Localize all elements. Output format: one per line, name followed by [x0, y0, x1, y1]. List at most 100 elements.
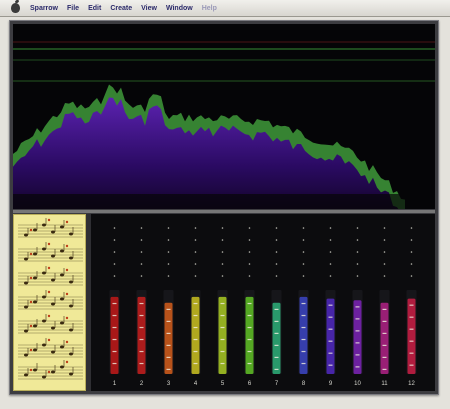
staff-line-group [18, 218, 83, 238]
scale-dot [221, 275, 224, 277]
scale-dot [356, 251, 359, 253]
scale-dot [383, 263, 386, 265]
menu-edit[interactable]: Edit [88, 4, 102, 12]
scale-dot [140, 239, 143, 241]
note-head [24, 305, 28, 309]
scale-dot [194, 239, 197, 241]
note-head [60, 321, 64, 325]
meter-tick [274, 332, 279, 334]
staff-line-group [18, 242, 83, 262]
meter-tick [139, 350, 144, 353]
meter-channel-11: 11 [379, 227, 390, 387]
meter-tick [247, 314, 252, 317]
staff-line-group [18, 266, 83, 286]
meter-tick [328, 364, 333, 366]
scale-dot [194, 263, 197, 265]
note-head [33, 324, 37, 328]
meter-tick [409, 352, 414, 354]
meter-tick [328, 340, 333, 342]
channel-number: 8 [302, 381, 306, 387]
meter-tick [409, 364, 414, 366]
scale-dot [410, 227, 413, 229]
meter-tick [112, 350, 117, 353]
scale-dot [410, 263, 413, 265]
scale-dot [275, 239, 278, 241]
channel-number: 11 [381, 381, 388, 387]
meter-tick [139, 326, 144, 329]
note-head [69, 352, 73, 356]
menu-create[interactable]: Create [110, 4, 133, 12]
meter-tick [328, 304, 333, 306]
accent-mark [65, 316, 69, 320]
meter-tick [355, 366, 360, 368]
menu-sparrow[interactable]: Sparrow [30, 4, 59, 12]
scale-dot [356, 239, 359, 241]
accent-mark [47, 338, 51, 342]
accent-mark [47, 242, 51, 246]
note-head [51, 370, 55, 374]
meter-tick [166, 368, 171, 370]
note-head [51, 326, 55, 330]
meter-tick [274, 344, 279, 346]
sparrow-window: 1 2 3 4 5 6 7 8 9 10 11 12 [9, 20, 439, 395]
channel-meters: 1 2 3 4 5 6 7 8 9 10 11 12 [91, 214, 435, 391]
scale-dot [248, 251, 251, 253]
menu-window[interactable]: Window [165, 4, 193, 12]
meter-tick [247, 302, 252, 305]
scale-dot [275, 275, 278, 277]
staff-notation [18, 218, 83, 380]
accent-mark [65, 292, 69, 296]
scale-dot [113, 251, 116, 253]
staff-line-group [18, 290, 83, 310]
staff-line-group [18, 360, 83, 380]
scale-dot [140, 275, 143, 277]
accent-mark [29, 300, 33, 304]
spectrum-body [13, 97, 405, 209]
meter-tick [301, 326, 306, 329]
note-head [69, 304, 73, 308]
note-head [60, 297, 64, 301]
scale-dot [275, 251, 278, 253]
meter-tick [220, 362, 225, 365]
note-head [51, 302, 55, 306]
channel-number: 12 [408, 381, 415, 387]
note-head [42, 375, 46, 379]
channel-number: 6 [248, 381, 252, 387]
meter-tick [193, 350, 198, 353]
menu-view[interactable]: View [141, 4, 157, 12]
note-head [69, 372, 73, 376]
note-head [69, 328, 73, 332]
meter-level-bar [353, 300, 362, 374]
meter-tick [166, 308, 171, 310]
meter-tick [409, 340, 414, 342]
note-head [51, 278, 55, 282]
accent-mark [47, 266, 51, 270]
note-head [24, 233, 28, 237]
apple-menu-icon[interactable] [11, 3, 20, 13]
meter-tick [409, 316, 414, 318]
menu-file[interactable]: File [67, 4, 80, 12]
channel-number: 2 [140, 381, 144, 387]
scale-dot [248, 239, 251, 241]
meter-tick [112, 362, 117, 365]
note-head [69, 232, 73, 236]
scale-dot [356, 263, 359, 265]
scale-dot [167, 263, 170, 265]
menu-help[interactable]: Help [201, 4, 217, 12]
scale-dot [383, 275, 386, 277]
note-head [24, 329, 28, 333]
meter-tick [193, 362, 198, 365]
meter-tick [409, 304, 414, 306]
scale-dot [383, 227, 386, 229]
staff-line-group [18, 338, 83, 358]
meter-level-bar [164, 302, 173, 374]
note-head [33, 252, 37, 256]
scale-dot [194, 251, 197, 253]
scale-dot [194, 227, 197, 229]
meter-channel-1: 1 [109, 227, 120, 387]
meter-tick [274, 356, 279, 358]
meter-tick [328, 328, 333, 330]
meter-tick [139, 302, 144, 305]
scale-dot [275, 227, 278, 229]
panel-divider[interactable] [13, 210, 435, 213]
